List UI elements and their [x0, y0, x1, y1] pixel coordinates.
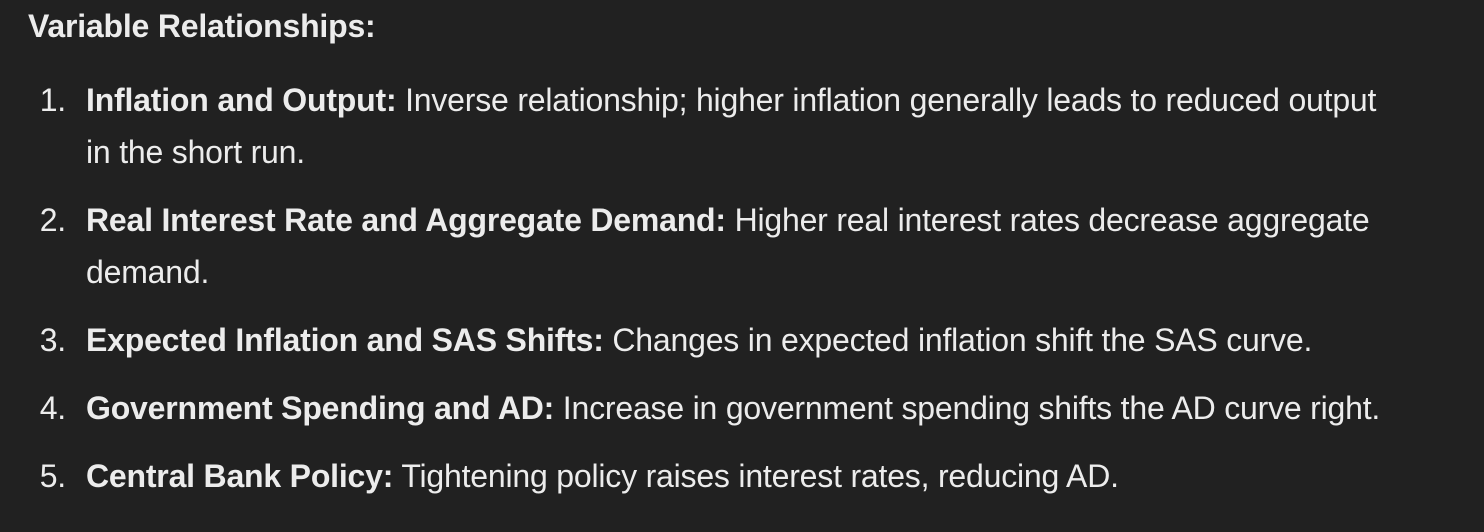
list-item-line: Expected Inflation and SAS Shifts: Chang…	[86, 322, 1313, 358]
relationships-list: 1. Inflation and Output: Inverse relation…	[28, 74, 1464, 502]
list-item-lead: Central Bank Policy:	[86, 458, 394, 494]
list-item-line: demand.	[86, 254, 210, 290]
list-item: 2. Real Interest Rate and Aggregate Deman…	[28, 194, 1464, 298]
list-item-number: 4.	[39, 390, 66, 426]
list-item: 4. Government Spending and AD: Increase i…	[28, 382, 1464, 434]
list-item-line: Central Bank Policy: Tightening policy r…	[86, 458, 1119, 494]
section-heading: Variable Relationships:	[28, 8, 376, 44]
list-item-lead: Government Spending and AD:	[86, 390, 555, 426]
list-item-line: Government Spending and AD: Increase in …	[86, 390, 1381, 426]
list-item: 5. Central Bank Policy: Tightening policy…	[28, 450, 1464, 502]
list-item-number: 5.	[39, 458, 66, 494]
list-item-content: Government Spending and AD: Increase in …	[86, 382, 1464, 434]
list-item-number: 2.	[39, 202, 66, 238]
list-item-lead: Inflation and Output:	[86, 82, 397, 118]
list-item-number: 1.	[39, 82, 66, 118]
list-item: 1. Inflation and Output: Inverse relation…	[28, 74, 1464, 178]
list-item-number: 3.	[39, 322, 66, 358]
list-item-content: Inflation and Output: Inverse relationsh…	[86, 74, 1464, 178]
list-item-lead: Expected Inflation and SAS Shifts:	[86, 322, 604, 358]
list-item-content: Expected Inflation and SAS Shifts: Chang…	[86, 314, 1464, 366]
list-item-line: Inflation and Output: Inverse relationsh…	[86, 82, 1377, 118]
list-item-content: Real Interest Rate and Aggregate Demand:…	[86, 194, 1464, 298]
message-content: Variable Relationships: 1. Inflation and …	[28, 8, 1464, 502]
list-item-lead: Real Interest Rate and Aggregate Demand:	[86, 202, 726, 238]
list-item-line: Real Interest Rate and Aggregate Demand:…	[86, 202, 1370, 238]
list-item: 3. Expected Inflation and SAS Shifts: Cha…	[28, 314, 1464, 366]
list-item-line: in the short run.	[86, 134, 305, 170]
list-item-content: Central Bank Policy: Tightening policy r…	[86, 450, 1464, 502]
